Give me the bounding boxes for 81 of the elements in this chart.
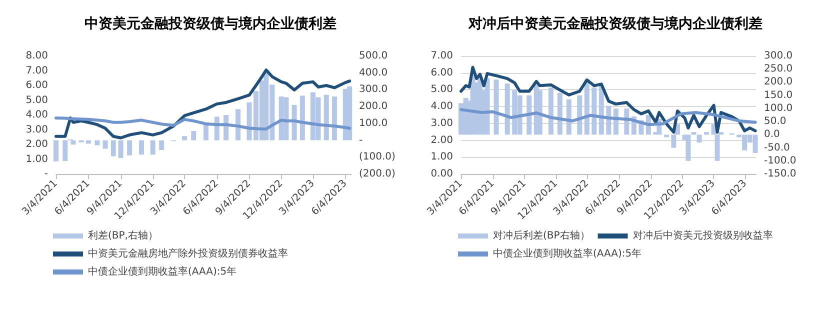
y2-tick-label: 50.0: [764, 116, 786, 128]
y-tick-label: 4.00: [430, 101, 453, 112]
bar: [86, 140, 91, 144]
y2-tick-label: 400.0: [359, 67, 388, 78]
y2-tick-label: -50.0: [764, 142, 790, 154]
bar: [664, 134, 669, 138]
y-tick-label: 0.00: [430, 168, 453, 180]
y2-tick-label: 250.0: [764, 64, 793, 75]
chart-title: 中资美元金融投资级债与境内企业债利差: [84, 15, 336, 32]
bar: [102, 140, 108, 149]
bar: [62, 140, 68, 162]
y-tick-label: 7.00: [430, 50, 453, 62]
bar: [484, 78, 490, 135]
bar: [557, 92, 562, 135]
bar: [526, 95, 532, 135]
line-series: [54, 68, 352, 140]
legend-label: 对冲后中资美元投资级别收益率: [632, 230, 773, 242]
bar: [236, 109, 240, 140]
bar: [118, 140, 124, 158]
y2-tick-label: 100.0: [359, 118, 388, 129]
y2-tick-label: -: [359, 134, 363, 146]
y2-tick-label: 300.0: [764, 50, 793, 62]
bar: [139, 140, 144, 155]
y-tick-label: 6.00: [430, 67, 453, 78]
bar: [110, 140, 116, 156]
y-tick-label: 3.00: [430, 118, 453, 129]
line-series: [460, 66, 757, 134]
y-tick-label: 3.00: [26, 124, 48, 136]
y-tick-label: 1.00: [430, 152, 453, 163]
bar: [70, 140, 76, 144]
legend-label: 对冲后利差(BP右轴）: [493, 230, 590, 242]
y2-tick-label: -150.0: [764, 168, 796, 180]
bar: [704, 132, 710, 135]
bar: [592, 87, 597, 135]
bar: [494, 80, 499, 135]
bar: [292, 104, 297, 140]
bar: [127, 140, 132, 156]
y2-tick-label: -100.0: [764, 155, 796, 166]
bar: [577, 95, 582, 135]
bar: [324, 94, 329, 140]
y-tick-label: 5.00: [26, 94, 48, 106]
y-tick-label: 4.00: [26, 110, 48, 120]
y-tick-label: 2.00: [430, 134, 453, 146]
bar: [691, 132, 696, 135]
y-tick-label: -: [44, 168, 48, 180]
y2-tick-label: 200.0: [359, 101, 388, 112]
chart-title: 对冲后中资美元金融投资级债与境内企业债利差: [468, 15, 762, 32]
y-tick-label: 5.00: [430, 84, 453, 96]
bar: [94, 140, 100, 146]
bar: [566, 99, 572, 135]
bar: [191, 131, 196, 140]
line-series: [460, 108, 757, 126]
line-series: [54, 116, 352, 131]
bar: [686, 134, 691, 161]
bar: [548, 87, 554, 135]
bar: [347, 86, 352, 140]
legend-label: 利差(BP,右轴）: [88, 230, 158, 242]
y-tick-label: 8.00: [26, 50, 48, 62]
y2-tick-label: 0.0: [764, 129, 780, 140]
bar: [696, 134, 702, 143]
y2-tick-label: (200.0): [359, 168, 396, 180]
bar: [300, 96, 305, 140]
bar: [159, 140, 164, 150]
bar: [504, 84, 510, 135]
y-tick-label: 6.00: [26, 80, 48, 91]
y2-tick-label: 100.0: [764, 102, 793, 114]
legend-label: 中债企业债到期收益率(AAA):5年: [493, 248, 642, 260]
y2-tick-label: 150.0: [764, 90, 793, 101]
bar: [182, 136, 187, 140]
y-tick-label: 7.00: [26, 65, 48, 76]
y2-tick-label: 500.0: [359, 50, 388, 62]
bar: [54, 140, 58, 162]
y2-tick-label: 300.0: [359, 84, 388, 96]
legend-label: 中债企业债到期收益率(AAA):5年: [88, 266, 237, 278]
y-tick-label: 2.00: [26, 139, 48, 150]
bar: [150, 140, 156, 155]
y-tick-label: 1.00: [26, 154, 48, 165]
bar: [332, 96, 337, 140]
legend-label: 中资美元金融房地产除外投资级别债券收益率: [88, 248, 288, 260]
y2-tick-label: (100.0): [359, 152, 396, 163]
y2-tick-label: 200.0: [764, 76, 793, 88]
